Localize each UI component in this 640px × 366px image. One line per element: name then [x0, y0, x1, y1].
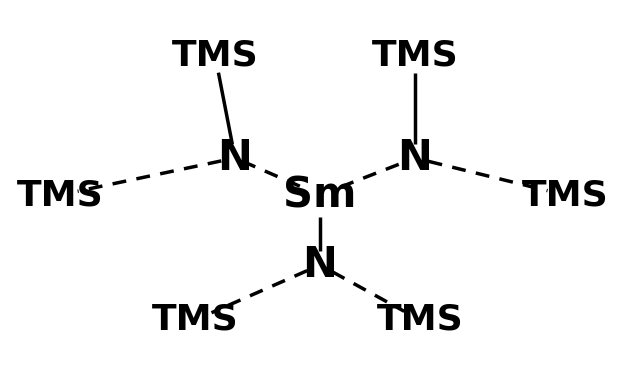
Text: N: N [397, 137, 433, 179]
Text: TMS: TMS [372, 38, 458, 72]
Text: TMS: TMS [522, 178, 609, 212]
Text: TMS: TMS [17, 178, 104, 212]
Text: TMS: TMS [376, 303, 463, 337]
Text: Sm: Sm [284, 174, 356, 216]
Text: TMS: TMS [152, 303, 238, 337]
Text: TMS: TMS [172, 38, 259, 72]
Text: N: N [303, 244, 337, 286]
Text: N: N [218, 137, 252, 179]
